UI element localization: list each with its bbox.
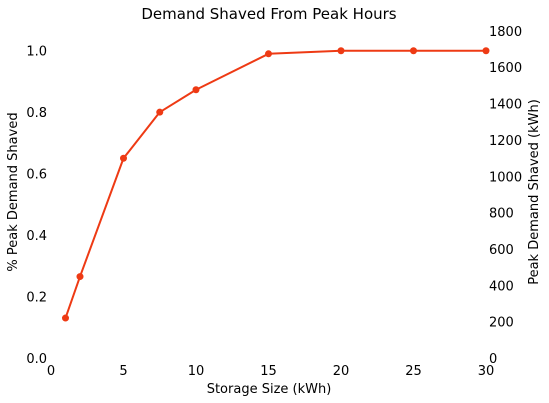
y2-tick-label: 800 — [489, 207, 514, 222]
x-tick-label: 20 — [333, 364, 350, 379]
data-point — [192, 86, 200, 94]
data-point — [482, 47, 490, 55]
data-point — [410, 47, 417, 55]
x-tick-label: 25 — [405, 364, 422, 379]
data-point — [120, 154, 127, 162]
data-point — [265, 50, 272, 58]
chart-title: Demand Shaved From Peak Hours — [141, 5, 396, 23]
y-axis-label: % Peak Demand Shaved — [6, 112, 21, 271]
y-tick-label: 0.4 — [26, 229, 47, 244]
y2-tick-label: 1000 — [489, 170, 522, 185]
x-tick-label: 0 — [47, 364, 55, 379]
y-tick-label: 0.6 — [26, 168, 47, 183]
y2-tick-label: 1200 — [489, 134, 522, 149]
y2-tick-labels: 0 200 400 600 800 1000 1200 1400 1600 1800 — [489, 25, 522, 367]
y2-tick-label: 1400 — [489, 98, 522, 113]
data-point — [337, 47, 345, 55]
x-tick-label: 10 — [188, 364, 205, 379]
y2-tick-label: 400 — [489, 279, 514, 294]
y-tick-label: 1.0 — [26, 45, 47, 60]
y-tick-label: 0.2 — [26, 291, 47, 306]
y-tick-label: 0.8 — [26, 106, 47, 121]
x-tick-label: 5 — [119, 364, 127, 379]
y2-tick-label: 0 — [489, 352, 497, 367]
y2-tick-label: 200 — [489, 316, 514, 331]
data-point — [76, 273, 84, 281]
y2-tick-label: 1600 — [489, 61, 522, 76]
series-group — [62, 47, 490, 322]
series-line — [64, 49, 486, 319]
data-point — [156, 108, 164, 116]
y2-tick-label: 1800 — [489, 25, 522, 40]
x-tick-label: 15 — [260, 364, 277, 379]
y-tick-label: 0.0 — [26, 352, 47, 367]
x-tick-label: 30 — [478, 364, 495, 379]
y2-tick-label: 600 — [489, 243, 514, 258]
x-axis-label: Storage Size (kWh) — [207, 382, 332, 397]
data-point — [62, 314, 69, 322]
y-tick-labels: 0.0 0.2 0.4 0.6 0.8 1.0 — [26, 45, 47, 367]
y2-axis-label: Peak Demand Shaved (kWh) — [527, 99, 542, 285]
x-tick-labels: 0 5 10 15 20 25 30 — [47, 364, 494, 379]
